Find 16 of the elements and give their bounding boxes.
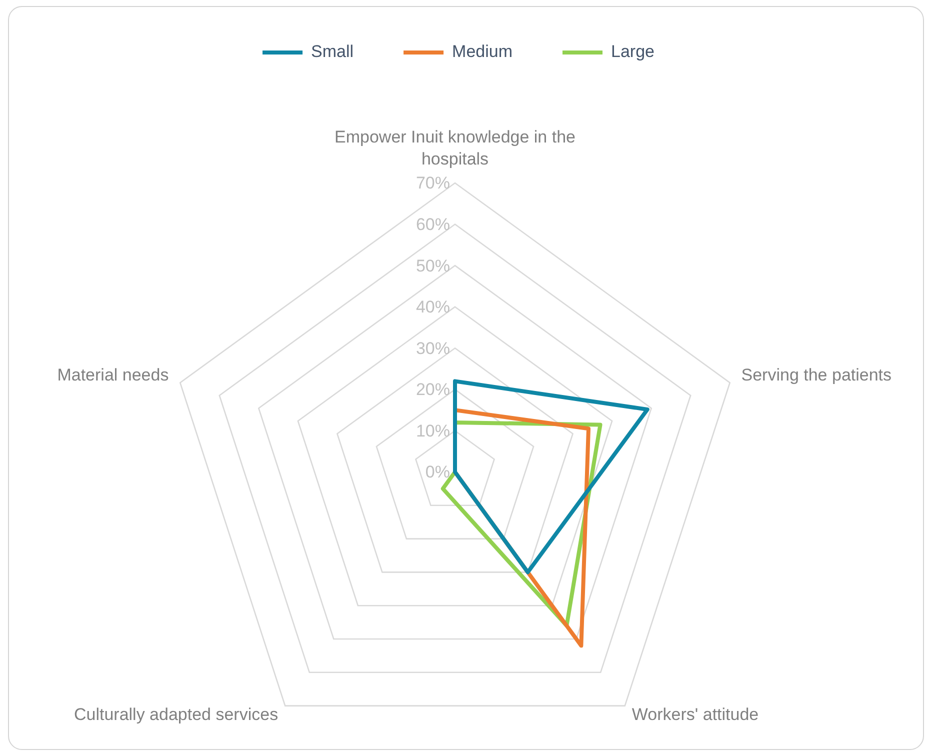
y-tick-label: 0% [425,462,450,482]
y-tick-label: 50% [416,256,450,276]
y-tick-label: 40% [416,298,450,317]
legend-label: Large [610,42,654,62]
spoke-label: Material needs [57,365,169,384]
spoke-label: Workers' attitude [632,705,759,724]
spoke-label: Empower Inuit knowledge in the hospitals [334,128,576,169]
y-tick-label: 70% [416,174,450,193]
legend-label: Small [311,42,354,62]
y-tick-label: 30% [416,338,450,358]
y-tick-label: 20% [416,380,450,400]
y-tick-label: 10% [416,421,450,440]
spoke-label: Culturally adapted services [74,705,278,724]
spoke-label: Serving the patients [741,365,892,384]
legend-label: Medium [452,42,512,62]
y-tick-label: 60% [416,214,450,234]
